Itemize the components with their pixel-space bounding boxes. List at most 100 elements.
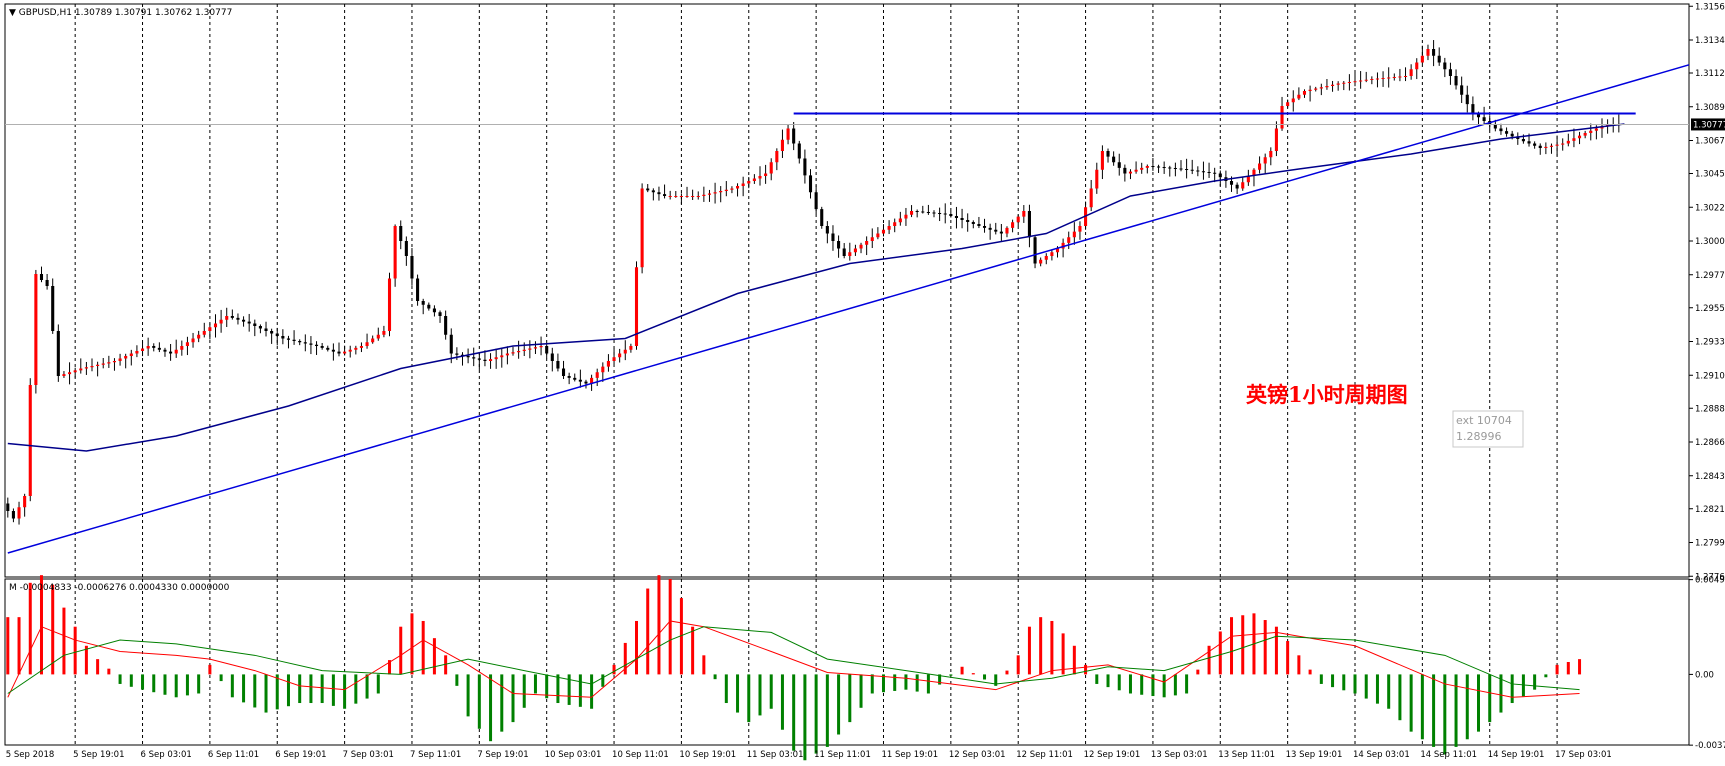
chart-annotation: 英镑1小时周期图 [1246,382,1408,407]
histogram-bar-negative [1420,674,1424,740]
histogram-bar-negative [152,674,156,693]
signal-line-red [7,620,1580,698]
candle-bear [242,319,246,322]
histogram-bar-positive [39,575,43,675]
x-tick-label: 7 Sep 19:01 [477,750,528,760]
histogram-bar-positive [1050,620,1054,675]
histogram-bar-positive [96,659,100,675]
y-tick-label: 1.28435 [1695,472,1725,482]
candle-bull [848,252,852,256]
y-tick-label: 1.28215 [1695,505,1725,515]
candle-bull [1016,216,1020,223]
current-price-label: 1.30777 [1693,120,1725,130]
candle-bull [1336,83,1340,85]
candle-bull [719,191,723,193]
candle-bear [320,346,324,348]
histogram-bar-positive [1084,664,1088,675]
candle-bull [612,357,616,361]
histogram-bar-positive [73,626,77,675]
candlesticks [6,40,1621,525]
candle-bull [225,316,229,320]
candle-bull [1577,135,1582,139]
candle-bull [853,248,857,253]
histogram-bar-negative [814,674,818,754]
candle-bear [1476,113,1481,118]
candle-bull [124,356,128,359]
candle-bear [1437,55,1441,63]
candle-bear [472,357,476,359]
candle-bull [1403,76,1408,77]
y-tick-label: 1.30895 [1695,103,1725,113]
candle-bull [713,192,717,194]
histogram-bar-positive [1207,645,1211,675]
candle-bull [129,353,133,356]
candle-bull [735,186,740,189]
y-tick-label: 1.30225 [1695,203,1725,213]
candle-bull [1415,62,1419,70]
candle-bull [213,323,218,328]
candle-bear [432,308,436,313]
histogram-bar-positive [1555,664,1559,675]
candle-bull [107,362,111,364]
histogram-bar-negative [376,674,380,694]
candle-bear [657,192,661,195]
candle-bull [140,348,145,351]
candle-bull [185,342,189,346]
candle-bull [1364,79,1368,81]
candle-bear [938,213,942,214]
tooltip-line2: 1.28996 [1456,430,1502,443]
candle-bear [309,343,313,345]
candle-bull [1561,143,1565,145]
histogram-bar-positive [1061,633,1065,675]
candle-bull [679,196,683,197]
histogram-bar-negative [455,674,459,686]
candle-bear [444,316,448,335]
candle-bull [1134,169,1138,172]
candle-bull [1274,128,1278,151]
candle-bull [1302,91,1307,95]
candle-bull [780,139,784,151]
histogram-bar-negative [219,674,223,682]
y-tick-label: 1.31120 [1695,69,1725,79]
candle-bear [253,323,257,326]
candle-bear [1527,141,1531,144]
candle-bull [674,196,678,197]
candle-bear [264,328,268,331]
x-tick-label: 6 Sep 11:01 [208,750,259,760]
candle-bear [1471,104,1475,114]
candle-bear [247,321,251,324]
candle-bear [949,214,953,216]
histogram-bar-negative [803,674,807,761]
histogram-bar-negative [489,674,493,742]
candle-bear [1454,76,1458,86]
histogram-bar-negative [174,674,178,698]
candle-bull [1291,98,1295,103]
histogram-bar-negative [938,674,942,685]
histogram-bar-negative [320,674,324,704]
candle-bear [1235,184,1239,189]
indicator-axis: 0.004967 0.00 -0.003708 [1689,576,1725,751]
candle-bull [1398,76,1402,78]
candle-bull [696,196,700,197]
current-price-box [1691,118,1725,131]
candle-bull [146,346,150,349]
candle-bear [421,301,425,305]
candle-bull [730,188,734,190]
y-tick-label: 1.29330 [1695,338,1725,348]
candle-bear [1493,124,1497,129]
x-tick-label: 10 Sep 19:01 [679,750,736,760]
candle-bear [578,379,582,382]
candle-bull [1050,252,1054,256]
candle-bear [427,304,431,309]
candle-bull [1347,82,1351,83]
histogram-bar-negative [1140,674,1144,695]
candle-bear [1106,151,1110,157]
x-tick-label: 6 Sep 19:01 [275,750,326,760]
candle-bull [68,372,72,375]
x-tick-label: 12 Sep 19:01 [1084,750,1141,760]
candle-bull [1325,86,1329,88]
y-tick-label: 1.27990 [1695,539,1725,549]
histogram-bar-positive [691,626,695,675]
x-tick-label: 5 Sep 19:01 [73,750,124,760]
